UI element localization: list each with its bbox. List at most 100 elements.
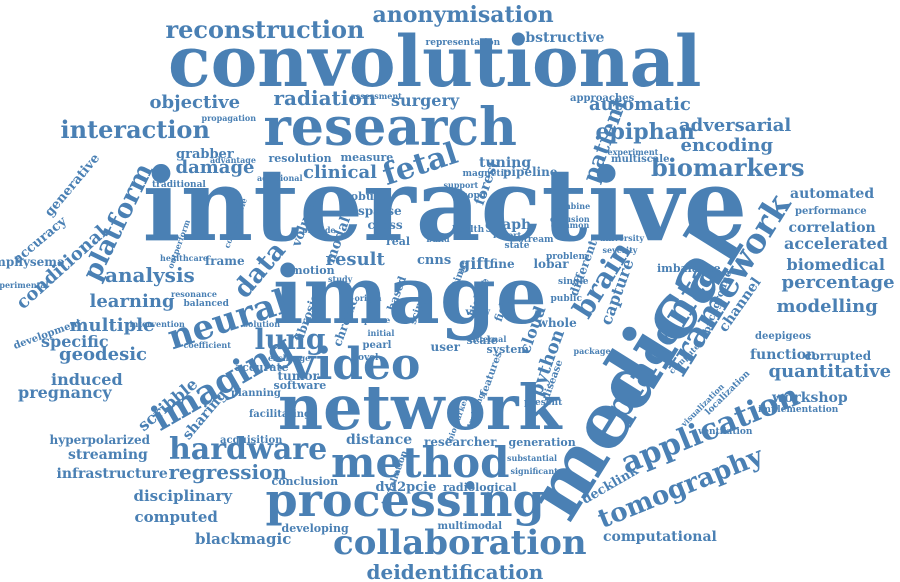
- cloud-word-hyperpolarized: hyperpolarized: [49, 433, 151, 447]
- cloud-word-problem: problem: [546, 251, 588, 262]
- cloud-word-image: image: [273, 248, 547, 342]
- cloud-word-regression: regression: [168, 460, 288, 484]
- cloud-word-multimodal: multimodal: [437, 521, 503, 532]
- cloud-word-multiple: multiple: [69, 315, 155, 336]
- cloud-word-disciplinary: disciplinary: [133, 486, 233, 505]
- cloud-word-clinical: clinical: [303, 162, 378, 183]
- cloud-word-intervention: intervention: [129, 319, 185, 329]
- cloud-word-function: function: [750, 347, 817, 363]
- cloud-word-frame: frame: [205, 254, 245, 268]
- cloud-word-gift: gift: [459, 254, 491, 273]
- cloud-word-damage: damage: [175, 157, 255, 178]
- cloud-word-learning: learning: [89, 291, 175, 312]
- cloud-word-balanced: balanced: [183, 298, 229, 309]
- cloud-word-cnns: cnns: [417, 252, 452, 268]
- cloud-word-resonance: resonance: [171, 289, 217, 299]
- cloud-word-quantitative: quantitative: [768, 361, 892, 382]
- cloud-word-report: report: [493, 230, 522, 240]
- cloud-word-external: external: [469, 334, 507, 344]
- cloud-word-healthcare: healthcare: [160, 253, 208, 263]
- cloud-word-encoding: encoding: [680, 135, 774, 156]
- cloud-word-developing: developing: [281, 521, 349, 535]
- cloud-word-real: real: [386, 234, 411, 248]
- cloud-word-exchange: exchange: [268, 353, 311, 363]
- cloud-word-correlation: correlation: [788, 220, 876, 236]
- cloud-word-additional: additional: [257, 173, 303, 183]
- cloud-word-substantial: substantial: [507, 453, 558, 463]
- cloud-word-combine: combine: [552, 201, 591, 211]
- cloud-word-objective: objective: [149, 92, 241, 113]
- cloud-word-lobar: lobar: [533, 257, 569, 271]
- cloud-word-collaboration: collaboration: [333, 523, 587, 563]
- cloud-word-tumor: tumor: [277, 369, 319, 383]
- cloud-word-solution: solution: [243, 319, 281, 329]
- cloud-word-grabber: grabber: [176, 146, 234, 162]
- cloud-word-study: study: [328, 274, 353, 284]
- cloud-word-cross: cross: [367, 218, 403, 232]
- cloud-word-pearl: pearl: [362, 340, 392, 351]
- cloud-word-initial: initial: [367, 328, 395, 338]
- cloud-word-tuning: tuning: [479, 155, 532, 171]
- cloud-word-distance: distance: [346, 432, 413, 448]
- cloud-word-present: present: [524, 397, 563, 408]
- cloud-word-diffusion: diffusion: [550, 214, 590, 224]
- cloud-word-pipeline: pipeline: [503, 165, 558, 179]
- cloud-word-coefficient: coefficient: [183, 340, 231, 350]
- cloud-word-pregnancy: pregnancy: [18, 383, 112, 402]
- cloud-word-stream: stream: [518, 234, 554, 245]
- cloud-word-accelerated: accelerated: [784, 234, 888, 253]
- cloud-word-imbalance: imbalance: [657, 261, 721, 275]
- cloud-word-university: university: [599, 233, 645, 243]
- cloud-word-ventilation: ventilation: [698, 426, 753, 437]
- cloud-word-system: system: [486, 342, 530, 356]
- cloud-word-advantage: advantage: [210, 155, 256, 165]
- cloud-word-blackmagic: blackmagic: [195, 529, 292, 548]
- cloud-word-copd: copd: [462, 190, 487, 201]
- cloud-word-biomedical: biomedical: [786, 255, 886, 274]
- cloud-word-planning: planning: [231, 388, 281, 399]
- cloud-word-obstructive: obstructive: [516, 30, 605, 46]
- cloud-word-phase: phase: [364, 315, 391, 325]
- cloud-word-computed: computed: [134, 507, 218, 526]
- cloud-word-result: result: [325, 249, 385, 270]
- cloud-word-lung: lung: [254, 323, 326, 356]
- cloud-word-deidentification: deidentification: [366, 560, 544, 582]
- cloud-word-automatic: automatic: [589, 94, 691, 115]
- cloud-word-build: build: [426, 234, 450, 244]
- cloud-word-interactive: interactive: [142, 146, 748, 264]
- cloud-word-support: support: [443, 180, 479, 190]
- cloud-word-streaming: streaming: [68, 447, 148, 463]
- cloud-word-experiment: experiment: [607, 147, 659, 157]
- cloud-word-hardware: hardware: [169, 432, 328, 467]
- cloud-word-radiation: radiation: [273, 86, 377, 110]
- cloud-word-sparse: sparse: [358, 204, 402, 218]
- cloud-word-geodesic: geodesic: [59, 344, 148, 365]
- cloud-word-dvi2pcie: dvi2pcie: [375, 479, 437, 495]
- cloud-word-convolutional: convolutional: [168, 20, 702, 103]
- cloud-word-radiological: radiological: [443, 480, 517, 494]
- cloud-word-performance: performance: [795, 206, 867, 217]
- cloud-word-graph: graph: [485, 217, 532, 233]
- cloud-word-specific: specific: [41, 332, 109, 351]
- cloud-word-traditional: traditional: [152, 179, 206, 190]
- cloud-word-fine: fine: [489, 257, 515, 271]
- cloud-word-implementation: implementation: [758, 404, 839, 415]
- cloud-word-computational: computational: [603, 529, 717, 545]
- cloud-word-robust: robust: [345, 189, 386, 203]
- cloud-word-experimental: experimental: [0, 280, 49, 290]
- cloud-word-analysis: analysis: [105, 263, 195, 287]
- cloud-word-biomarkers: biomarkers: [651, 153, 805, 182]
- cloud-word-user: user: [430, 340, 460, 354]
- cloud-word-interaction: interaction: [60, 115, 210, 144]
- cloud-word-health: health: [452, 224, 485, 235]
- cloud-word-common: common: [551, 220, 590, 230]
- cloud-word-view: view: [465, 307, 491, 318]
- cloud-word-provide: provide: [302, 225, 336, 235]
- cloud-word-corrupted: corrupted: [804, 349, 872, 363]
- cloud-word-anonymisation: anonymisation: [372, 2, 554, 28]
- cloud-word-state: state: [504, 240, 530, 251]
- cloud-word-scale: scale: [466, 333, 498, 347]
- cloud-word-novel: novel: [351, 352, 379, 363]
- cloud-word-public: public: [550, 293, 582, 304]
